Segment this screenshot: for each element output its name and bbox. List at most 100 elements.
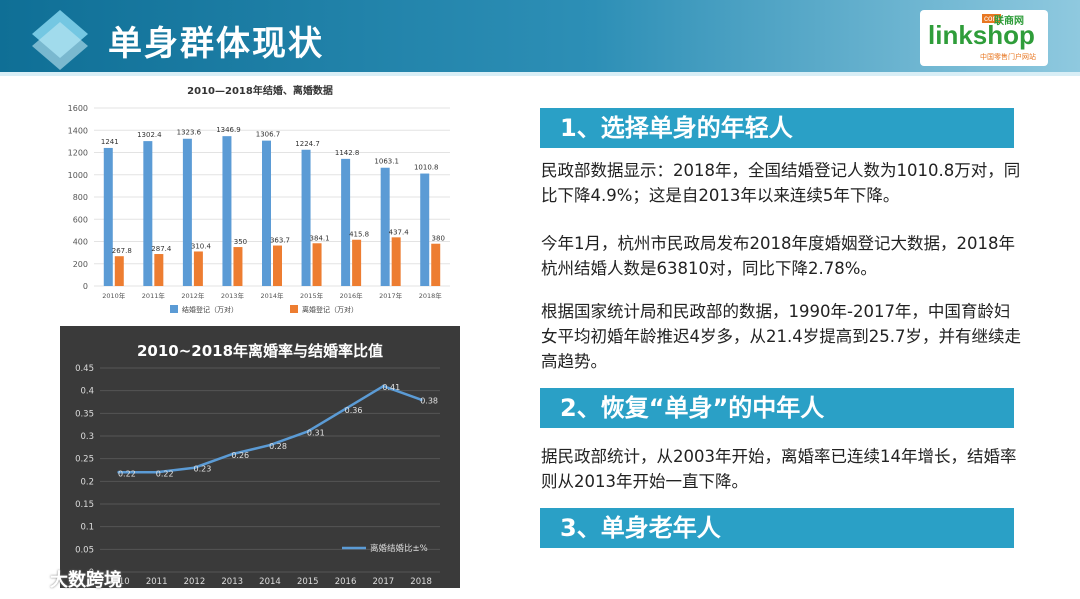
x-tick-label: 2011年 bbox=[142, 291, 166, 300]
data-label: 1063.1 bbox=[374, 158, 399, 166]
y-tick-label: 200 bbox=[73, 260, 88, 269]
brand-logo[interactable]: linkshop com 联商网 中国零售门户网站 bbox=[920, 10, 1048, 66]
data-label: 350 bbox=[234, 238, 247, 246]
layers-logo-icon bbox=[32, 10, 88, 70]
paragraph: 民政部数据显示：2018年，全国结婚登记人数为1010.8万对，同比下降4.9%… bbox=[541, 161, 1021, 205]
data-label: 0.36 bbox=[345, 406, 363, 415]
data-label: 0.26 bbox=[231, 451, 249, 460]
data-label: 1224.7 bbox=[295, 140, 320, 148]
header-bar bbox=[0, 0, 1080, 76]
paragraph: 今年1月，杭州市民政局发布2018年度婚姻登记大数据，2018年杭州结婚人数是6… bbox=[541, 234, 1015, 278]
paragraph: 据民政部统计，从2003年开始，离婚率已连续14年增长，结婚率则从2013年开始… bbox=[541, 447, 1017, 491]
y-tick-label: 400 bbox=[73, 238, 88, 247]
data-label: 1142.8 bbox=[335, 149, 360, 157]
data-point bbox=[155, 470, 159, 474]
bar-divorce bbox=[352, 239, 362, 286]
legend-label: 结婚登记（万对） bbox=[182, 305, 238, 314]
y-tick-label: 0 bbox=[89, 568, 94, 578]
x-tick-label: 2012年 bbox=[181, 291, 205, 300]
data-point bbox=[192, 466, 196, 470]
data-label: 0.22 bbox=[156, 469, 174, 478]
y-tick-label: 0.35 bbox=[75, 409, 94, 419]
data-label: 1323.6 bbox=[177, 129, 202, 137]
data-point bbox=[117, 470, 121, 474]
x-tick-label: 2010 bbox=[108, 577, 130, 587]
data-label: 380 bbox=[432, 235, 445, 243]
x-tick-label: 2013年 bbox=[221, 291, 245, 300]
bar-divorce bbox=[154, 254, 164, 286]
bar-divorce bbox=[431, 243, 441, 286]
bar-marriage bbox=[222, 136, 232, 286]
data-label: 0.31 bbox=[307, 428, 325, 437]
data-label: 0.41 bbox=[382, 383, 400, 392]
bar-marriage bbox=[301, 149, 311, 286]
y-tick-label: 0.4 bbox=[80, 387, 94, 397]
x-tick-label: 2013 bbox=[221, 577, 243, 587]
data-point bbox=[381, 384, 385, 388]
x-tick-label: 2016 bbox=[335, 577, 357, 587]
data-label: 415.8 bbox=[349, 231, 369, 239]
data-label: 287.4 bbox=[151, 245, 172, 253]
x-tick-label: 2018年 bbox=[419, 291, 443, 300]
y-tick-label: 1600 bbox=[68, 104, 88, 113]
data-label: 0.38 bbox=[420, 397, 438, 406]
data-label: 1241 bbox=[101, 138, 119, 146]
y-tick-label: 1400 bbox=[68, 126, 88, 135]
data-point bbox=[268, 443, 272, 447]
brand-main-text: linkshop bbox=[928, 20, 1035, 50]
y-tick-label: 1000 bbox=[68, 171, 88, 180]
data-label: 1302.4 bbox=[137, 131, 162, 139]
brand-sub-text: 联商网 bbox=[994, 16, 1024, 27]
watermark-text: 大数跨境 bbox=[50, 570, 122, 591]
y-tick-label: 0 bbox=[83, 282, 88, 291]
x-tick-label: 2014 bbox=[259, 577, 281, 587]
data-point bbox=[306, 429, 310, 433]
weibo-watermark-icon bbox=[9, 570, 46, 586]
x-tick-label: 2012 bbox=[184, 577, 206, 587]
bar-divorce bbox=[193, 251, 203, 286]
data-label: 1010.8 bbox=[414, 164, 439, 172]
bar-divorce bbox=[114, 256, 124, 286]
x-tick-label: 2017 bbox=[373, 577, 395, 587]
bar-chart-svg: 2010—2018年结婚、离婚数据 0 200 400 600 800 1000 1200 1… bbox=[68, 84, 450, 314]
x-tick-label: 2015 bbox=[297, 577, 319, 587]
data-point bbox=[230, 452, 234, 456]
data-label: 363.7 bbox=[270, 237, 290, 245]
bar-marriage bbox=[262, 140, 271, 286]
y-tick-label: 0.3 bbox=[80, 432, 94, 442]
bar-divorce bbox=[391, 237, 401, 286]
ratio-line-chart: 2010~2018年离婚率与结婚率比值 0 0.05 0.1 0.15 0.2 0.25 0… bbox=[60, 326, 460, 588]
brand-tagline: 中国零售门户网站 bbox=[980, 53, 1036, 61]
series-line bbox=[118, 384, 422, 474]
x-tick-label: 2011 bbox=[146, 577, 168, 587]
bar-marriage bbox=[103, 147, 113, 286]
data-point bbox=[344, 407, 348, 411]
page-title: 单身群体现状 bbox=[108, 24, 324, 64]
data-point bbox=[419, 398, 423, 402]
x-tick-label: 2010年 bbox=[102, 291, 126, 300]
data-label: 437.4 bbox=[389, 228, 410, 236]
x-tick-label: 2015年 bbox=[300, 291, 324, 300]
y-tick-label: 600 bbox=[73, 215, 88, 224]
legend-swatch bbox=[170, 305, 178, 313]
legend-label: 离婚结婚比±% bbox=[370, 543, 428, 554]
section-elderly-title: 3、单身老年人 bbox=[540, 508, 1014, 548]
bar-divorce bbox=[312, 243, 322, 286]
bar-marriage bbox=[143, 141, 153, 286]
x-tick-label: 2014年 bbox=[260, 291, 284, 300]
x-tick-label: 2017年 bbox=[379, 291, 403, 300]
y-tick-label: 0.45 bbox=[75, 364, 94, 374]
legend-label: 离婚登记（万对） bbox=[302, 305, 358, 314]
bar-divorce bbox=[273, 245, 282, 286]
data-label: 384.1 bbox=[310, 234, 330, 242]
section-middle-aged-title: 2、恢复“单身”的中年人 bbox=[540, 388, 1014, 428]
data-label: 0.22 bbox=[118, 469, 136, 478]
bar-marriage bbox=[380, 167, 390, 286]
legend-swatch bbox=[290, 305, 298, 313]
chart-title: 2010~2018年离婚率与结婚率比值 bbox=[137, 342, 383, 360]
data-label: 1346.9 bbox=[216, 126, 241, 134]
brand-dot-text: com bbox=[982, 14, 1002, 23]
line-chart-svg: 2010~2018年离婚率与结婚率比值 0 0.05 0.1 0.15 0.2 0.25 0… bbox=[75, 342, 440, 587]
bar-marriage bbox=[420, 173, 430, 286]
y-tick-label: 0.1 bbox=[80, 523, 94, 533]
